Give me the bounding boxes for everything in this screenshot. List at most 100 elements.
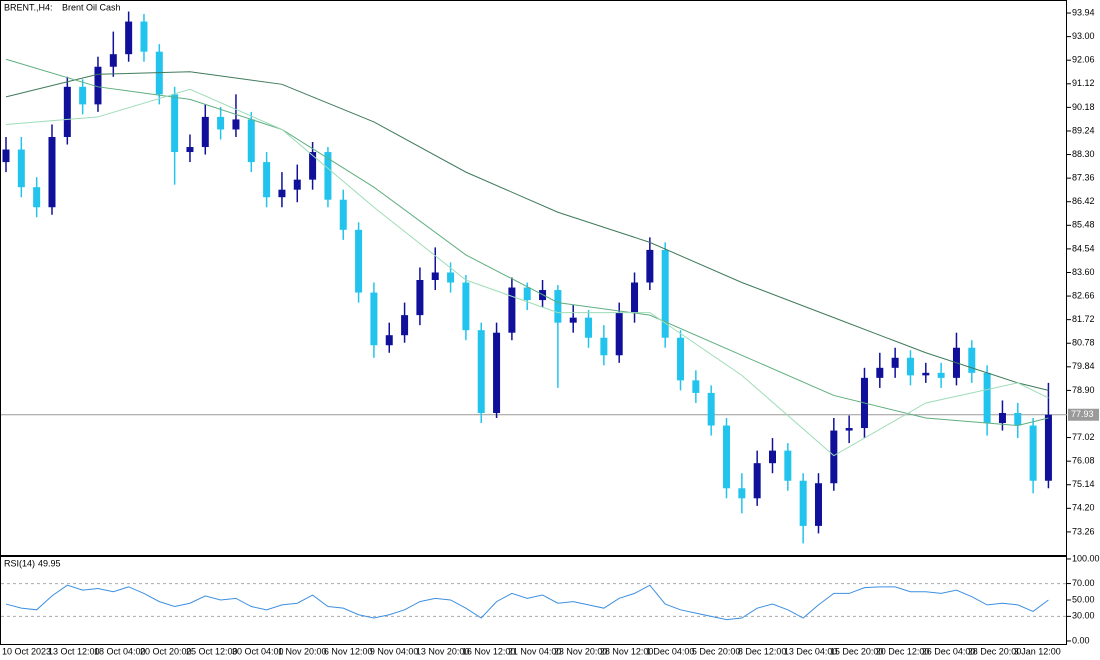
x-tick-label: 21 Nov 04:00 xyxy=(508,646,562,656)
candle-body xyxy=(232,119,240,130)
x-tick-label: 3 Jan 12:00 xyxy=(1014,646,1061,656)
candle-body xyxy=(140,21,148,52)
y-tick-label: 70.00 xyxy=(1072,578,1095,588)
x-tick-label: 10 Oct 2023 xyxy=(2,646,51,656)
x-tick-label: 25 Oct 12:00 xyxy=(186,646,238,656)
y-tick-label: 75.14 xyxy=(1072,479,1095,489)
x-tick-label: 28 Nov 12:00 xyxy=(600,646,654,656)
x-tick-label: 23 Nov 20:00 xyxy=(554,646,608,656)
y-tick-label: 86.42 xyxy=(1072,196,1095,206)
candle-body xyxy=(876,367,884,378)
candle-body xyxy=(723,425,731,489)
y-tick-label: 76.08 xyxy=(1072,456,1095,466)
x-tick-label: 13 Nov 20:00 xyxy=(416,646,470,656)
candle-body xyxy=(293,179,301,190)
candle-body xyxy=(968,347,976,373)
y-tick-label: 87.36 xyxy=(1072,173,1095,183)
y-tick-label: 93.00 xyxy=(1072,31,1095,41)
candle-body xyxy=(600,337,608,356)
candle-body xyxy=(247,119,255,163)
candle-body xyxy=(692,380,700,393)
y-tick-label: 89.24 xyxy=(1072,125,1095,135)
x-tick-label: 20 Dec 12:00 xyxy=(876,646,930,656)
candle-body xyxy=(125,21,133,55)
y-tick-label: 92.06 xyxy=(1072,55,1095,65)
chart-title: Brent Oil Cash xyxy=(62,2,121,12)
candle-body xyxy=(906,357,914,376)
x-tick-label: 28 Dec 20:00 xyxy=(968,646,1022,656)
candle-body xyxy=(753,463,761,499)
candle-body xyxy=(385,335,393,346)
candle-body xyxy=(94,66,102,105)
candle-body xyxy=(523,287,531,301)
candle-body xyxy=(646,249,654,283)
candle-body xyxy=(738,488,746,499)
candle-body xyxy=(416,280,424,316)
candle-body xyxy=(998,412,1006,424)
candle-body xyxy=(309,152,317,180)
x-tick-label: 1 Dec 04:00 xyxy=(646,646,695,656)
candle-body xyxy=(324,152,332,200)
candle-body xyxy=(109,54,117,67)
candle-body xyxy=(477,330,485,413)
candle-body xyxy=(462,282,470,331)
rsi-title: RSI(14) xyxy=(4,558,35,568)
x-tick-label: 5 Dec 20:00 xyxy=(692,646,741,656)
candle-body xyxy=(1044,414,1052,481)
candle-body xyxy=(217,116,225,130)
y-tick-label: 74.20 xyxy=(1072,503,1095,513)
candle-body xyxy=(1029,425,1037,481)
rsi-value: 49.95 xyxy=(38,558,61,568)
y-tick-label: 78.90 xyxy=(1072,385,1095,395)
x-tick-label: 26 Dec 04:00 xyxy=(922,646,976,656)
y-tick-label: 88.30 xyxy=(1072,149,1095,159)
rsi-panel xyxy=(0,556,1067,645)
y-tick-label: 93.94 xyxy=(1072,7,1095,17)
candle-body xyxy=(891,357,899,368)
x-tick-label: 30 Oct 04:00 xyxy=(232,646,284,656)
x-tick-label: 13 Oct 12:00 xyxy=(48,646,100,656)
y-tick-label: 81.72 xyxy=(1072,314,1095,324)
x-tick-label: 9 Nov 04:00 xyxy=(370,646,419,656)
candle-body xyxy=(769,450,776,464)
candle-body xyxy=(48,136,56,208)
candle-body xyxy=(922,372,930,376)
candle-body xyxy=(2,149,10,163)
candle-body xyxy=(63,86,71,137)
candle-body xyxy=(17,149,25,188)
candle-body xyxy=(339,199,347,230)
x-tick-label: 8 Dec 12:00 xyxy=(738,646,787,656)
x-tick-label: 15 Dec 20:00 xyxy=(830,646,884,656)
candle-body xyxy=(937,372,945,378)
candle-body xyxy=(33,187,41,208)
candle-body xyxy=(171,94,179,153)
y-tick-label: 83.60 xyxy=(1072,267,1095,277)
y-tick-label: 84.54 xyxy=(1072,243,1095,253)
candle-body xyxy=(508,287,516,333)
candle-body xyxy=(569,317,577,323)
candle-body xyxy=(79,86,87,105)
candle-body xyxy=(431,272,439,281)
candle-body xyxy=(784,450,792,481)
candle-body xyxy=(830,430,838,484)
candle-body xyxy=(201,116,209,148)
candle-body xyxy=(707,392,715,426)
y-tick-label: 100.00 xyxy=(1072,553,1100,563)
candle-body xyxy=(845,428,853,431)
moving-average xyxy=(5,71,1049,391)
candle-body xyxy=(186,147,194,153)
y-tick-label: 0.00 xyxy=(1072,635,1090,645)
moving-average xyxy=(5,58,1049,427)
candle-body xyxy=(401,315,409,336)
moving-average xyxy=(5,88,1049,457)
candle-body xyxy=(615,312,623,356)
candle-body xyxy=(814,483,822,526)
candle-body xyxy=(677,337,685,381)
x-tick-label: 20 Oct 20:00 xyxy=(140,646,192,656)
y-tick-label: 91.12 xyxy=(1072,78,1095,88)
candle-body xyxy=(493,332,501,413)
candle-body xyxy=(278,189,286,198)
y-tick-label: 80.78 xyxy=(1072,338,1095,348)
x-tick-label: 6 Nov 12:00 xyxy=(324,646,373,656)
